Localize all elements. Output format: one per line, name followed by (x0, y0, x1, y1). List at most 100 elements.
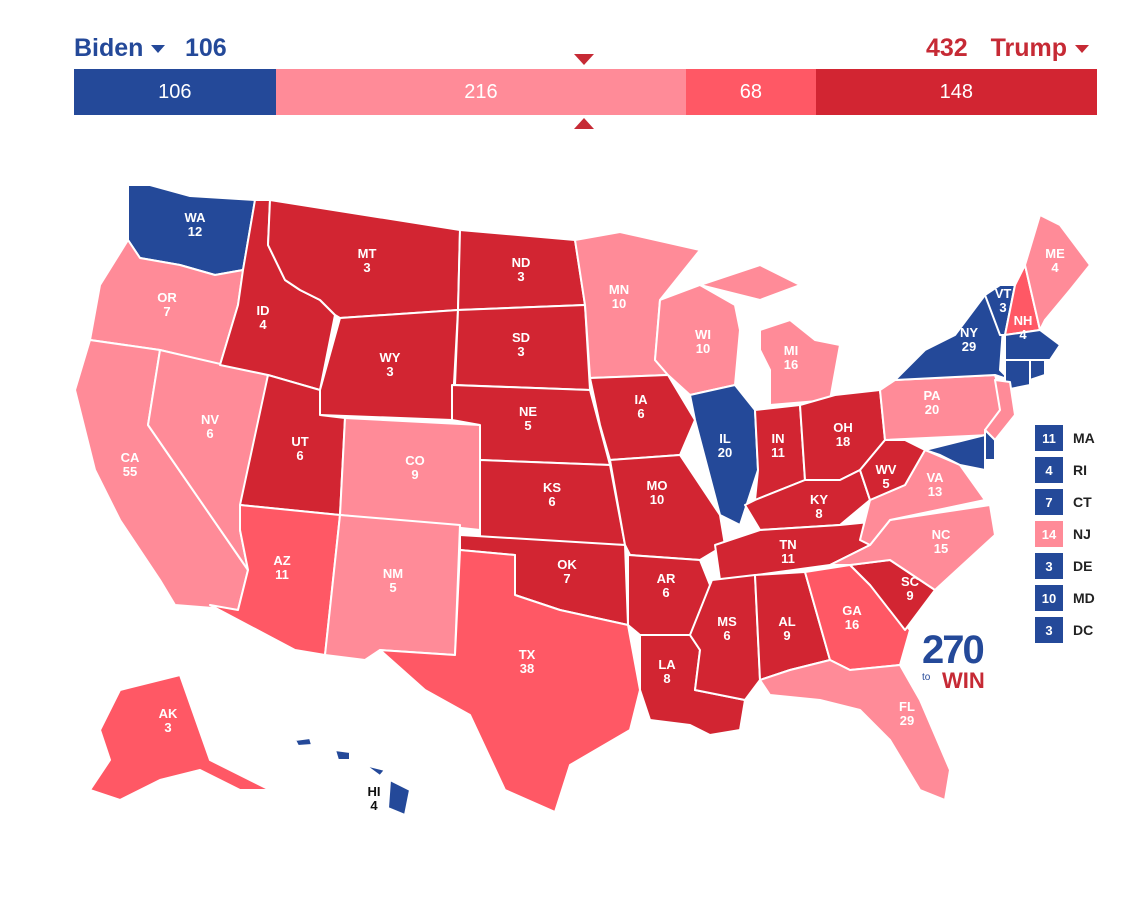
state-ev-nc: 15 (934, 541, 948, 556)
bar-segment-likely-rep[interactable]: 216 (275, 69, 687, 115)
state-ev-ak: 3 (164, 720, 171, 735)
small-state-ev[interactable]: 10 (1035, 585, 1063, 611)
state-label-ny: NY (960, 325, 978, 340)
state-label-mn: MN (609, 282, 629, 297)
state-ev-ne: 5 (524, 418, 531, 433)
state-me[interactable] (1024, 214, 1091, 331)
state-ev-ia: 6 (637, 406, 644, 421)
state-ev-tn: 11 (781, 551, 795, 566)
state-tx[interactable] (379, 549, 641, 813)
state-label-ak: AK (159, 706, 178, 721)
small-state-ev[interactable]: 14 (1035, 521, 1063, 547)
biden-candidate-dropdown[interactable]: Biden (74, 34, 173, 63)
bar-segment-label: 216 (464, 80, 498, 103)
state-label-sd: SD (512, 330, 530, 345)
state-label-vt: VT (995, 286, 1012, 301)
state-label-co: CO (405, 453, 425, 468)
state-ev-wv: 5 (882, 476, 889, 491)
state-ev-hi: 4 (370, 798, 378, 813)
state-wy[interactable] (319, 309, 459, 421)
state-ev-ky: 8 (815, 506, 822, 521)
small-state-name: RI (1073, 462, 1087, 478)
state-label-ca: CA (121, 450, 140, 465)
bar-segment-label: 148 (939, 80, 973, 103)
state-ev-oh: 18 (836, 434, 850, 449)
small-state-ma[interactable]: 11 MA (1035, 425, 1095, 451)
state-ev-nh: 4 (1019, 327, 1027, 342)
state-co[interactable] (339, 417, 481, 531)
state-ct[interactable] (1004, 359, 1031, 391)
small-state-ev[interactable]: 4 (1035, 457, 1063, 483)
state-ev-nv: 6 (206, 426, 213, 441)
bar-segment-leans-rep[interactable]: 68 (686, 69, 816, 115)
state-ev-wa: 12 (188, 224, 202, 239)
candidate-name-left: Biden (74, 34, 144, 62)
state-ma[interactable] (1004, 329, 1061, 361)
small-state-name: DE (1073, 558, 1093, 574)
small-state-ev[interactable]: 3 (1035, 553, 1063, 579)
trump-candidate-dropdown[interactable]: Trump (991, 34, 1097, 63)
state-ev-id: 4 (259, 317, 267, 332)
state-ev-ar: 6 (662, 585, 669, 600)
small-state-de[interactable]: 3 DE (1035, 553, 1095, 579)
state-label-hi: HI (368, 784, 381, 799)
state-ak[interactable] (89, 674, 271, 801)
electoral-vote-bar: 106 216 68 148 (74, 69, 1097, 115)
state-label-az: AZ (273, 553, 290, 568)
state-ev-mt: 3 (363, 260, 370, 275)
state-label-nc: NC (932, 527, 951, 542)
small-state-ct[interactable]: 7 CT (1035, 489, 1095, 515)
state-label-sc: SC (901, 574, 920, 589)
state-label-ut: UT (291, 434, 308, 449)
state-ev-az: 11 (275, 567, 289, 582)
small-state-dc[interactable]: 3 DC (1035, 617, 1095, 643)
small-state-ev[interactable]: 11 (1035, 425, 1063, 451)
state-label-nm: NM (383, 566, 403, 581)
state-label-il: IL (719, 431, 731, 446)
state-label-tn: TN (779, 537, 796, 552)
state-ev-sd: 3 (517, 344, 524, 359)
state-ev-la: 8 (663, 671, 670, 686)
state-label-fl: FL (899, 699, 915, 714)
state-label-ne: NE (519, 404, 537, 419)
state-label-nd: ND (512, 255, 531, 270)
small-state-ri[interactable]: 4 RI (1035, 457, 1095, 483)
small-state-name: NJ (1073, 526, 1091, 542)
state-ev-co: 9 (411, 467, 418, 482)
state-label-wy: WY (380, 350, 401, 365)
bar-segment-label: 68 (739, 80, 763, 103)
state-label-va: VA (926, 470, 944, 485)
state-ev-fl: 29 (900, 713, 914, 728)
state-ri[interactable] (1029, 359, 1046, 381)
small-state-name: CT (1073, 494, 1092, 510)
state-ev-tx: 38 (520, 661, 534, 676)
state-label-me: ME (1045, 246, 1065, 261)
bar-segment-safe-dem[interactable]: 106 (74, 69, 276, 115)
state-md[interactable] (924, 434, 986, 471)
small-state-name: MA (1073, 430, 1095, 446)
state-fl[interactable] (759, 659, 951, 801)
state-il[interactable] (689, 384, 759, 526)
small-state-md[interactable]: 10 MD (1035, 585, 1095, 611)
state-ev-mn: 10 (612, 296, 626, 311)
state-ev-pa: 20 (925, 402, 939, 417)
small-state-ev[interactable]: 7 (1035, 489, 1063, 515)
state-ev-ut: 6 (296, 448, 303, 463)
state-hi[interactable] (294, 737, 411, 816)
bar-segment-safe-rep[interactable]: 148 (815, 69, 1097, 115)
state-label-ar: AR (657, 571, 676, 586)
state-label-ok: OK (557, 557, 577, 572)
chevron-down-icon (151, 44, 166, 53)
state-label-wv: WV (876, 462, 897, 477)
small-state-ev[interactable]: 3 (1035, 617, 1063, 643)
state-label-ms: MS (717, 614, 737, 629)
small-state-nj[interactable]: 14 NJ (1035, 521, 1095, 547)
state-ev-sc: 9 (906, 588, 913, 603)
state-mo[interactable] (609, 454, 726, 561)
state-ev-ms: 6 (723, 628, 730, 643)
midpoint-marker-top-icon (574, 54, 594, 65)
270towin-logo: 270 to WIN (922, 630, 985, 692)
state-ev-nd: 3 (517, 269, 524, 284)
logo-win: WIN (942, 668, 985, 693)
